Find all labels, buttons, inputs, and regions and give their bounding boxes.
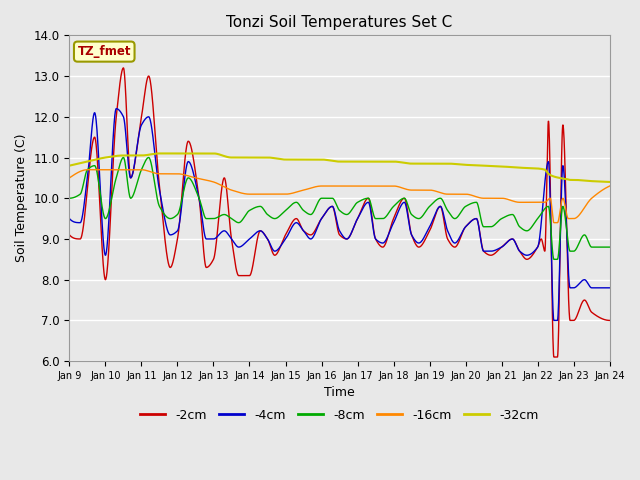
-16cm [550,220,558,226]
-2cm [591,312,598,317]
-32cm [65,163,73,168]
Y-axis label: Soil Temperature (C): Soil Temperature (C) [15,134,28,263]
-2cm [492,251,499,256]
Line: -8cm: -8cm [69,157,610,259]
-4cm [606,285,614,291]
-32cm [492,163,499,169]
-8cm [65,195,73,201]
-2cm [591,312,598,317]
X-axis label: Time: Time [324,386,355,399]
-4cm [591,285,598,291]
-4cm [492,247,499,253]
-2cm [550,354,558,360]
-8cm [314,199,322,205]
-32cm [156,151,163,156]
-2cm [93,152,101,157]
-16cm [314,183,322,189]
-8cm [591,244,598,250]
-16cm [492,195,499,201]
-2cm [120,65,127,71]
-4cm [328,204,336,209]
-8cm [492,222,499,228]
-4cm [113,106,120,111]
-16cm [606,183,614,189]
Line: -2cm: -2cm [69,68,610,357]
-32cm [591,179,598,184]
-4cm [550,318,558,324]
-2cm [314,222,322,228]
-16cm [84,167,92,173]
-2cm [65,232,73,238]
-4cm [591,285,598,291]
-4cm [93,127,101,133]
-4cm [65,216,73,221]
-16cm [591,193,598,199]
Title: Tonzi Soil Temperatures Set C: Tonzi Soil Temperatures Set C [227,15,452,30]
-16cm [591,193,598,199]
-4cm [314,223,322,228]
Text: TZ_fmet: TZ_fmet [77,45,131,58]
-16cm [328,183,336,189]
-2cm [328,204,336,209]
-8cm [328,195,336,201]
-8cm [93,169,101,175]
-32cm [314,156,322,162]
-8cm [145,155,152,160]
-32cm [590,179,598,184]
Line: -4cm: -4cm [69,108,610,321]
-32cm [93,156,101,162]
-16cm [65,175,73,181]
Legend: -2cm, -4cm, -8cm, -16cm, -32cm: -2cm, -4cm, -8cm, -16cm, -32cm [135,404,544,427]
-16cm [93,167,101,173]
-32cm [606,179,614,185]
-8cm [591,244,598,250]
-8cm [550,256,558,262]
Line: -16cm: -16cm [69,170,610,223]
-8cm [606,244,614,250]
Line: -32cm: -32cm [69,154,610,182]
-2cm [606,318,614,324]
-32cm [328,158,336,164]
